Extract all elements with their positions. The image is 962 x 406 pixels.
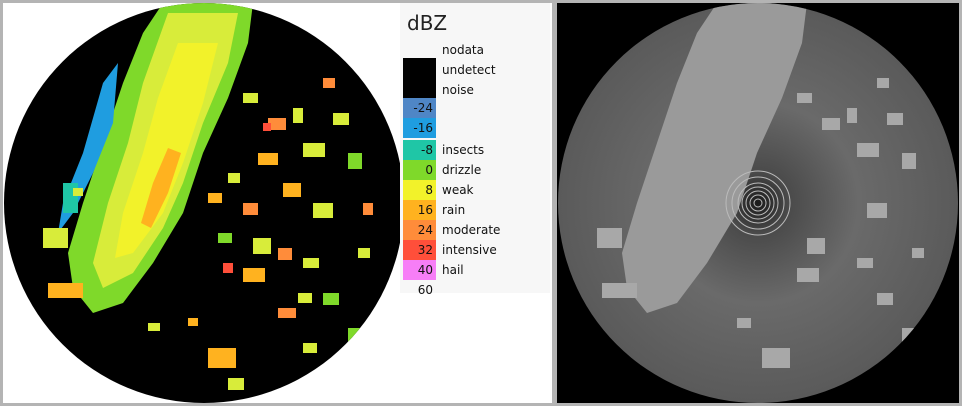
grayscale-panel	[557, 3, 959, 403]
legend-label-intensive: intensive	[442, 243, 497, 257]
legend-label-drizzle: drizzle	[442, 163, 482, 177]
echo-band-core	[115, 43, 218, 258]
legend-label-noise: noise	[442, 83, 474, 97]
gray-echoes	[597, 3, 924, 368]
legend-label-undetect: undetect	[442, 63, 496, 77]
precipitation-echoes	[43, 3, 373, 390]
echo-cell	[63, 183, 78, 213]
legend-label-moderate: moderate	[442, 223, 501, 237]
legend-label-rain: rain	[442, 203, 466, 217]
gray-band	[622, 3, 807, 313]
legend-swatch-noise	[403, 78, 436, 98]
legend-label-nodata: nodata	[442, 43, 484, 57]
echo-cell	[48, 283, 83, 298]
legend-swatch-40: 40	[403, 260, 436, 280]
grayscale-ppi-svg	[558, 3, 958, 403]
legend-swatch-32: 32	[403, 240, 436, 260]
gray-scattered-echoes	[597, 78, 924, 368]
scattered-echoes	[73, 78, 373, 390]
legend-title: dBZ	[407, 11, 448, 35]
legend-swatch-60: 60	[417, 283, 433, 297]
legend-label-weak: weak	[442, 183, 474, 197]
legend-swatch-undetect	[403, 58, 436, 78]
reflectivity-panel: dBZ nodata undetect noise -24 -16 -8 ins…	[3, 3, 552, 403]
legend-label-hail: hail	[442, 263, 464, 277]
legend-swatch-16: 16	[403, 200, 436, 220]
dbz-legend: dBZ nodata undetect noise -24 -16 -8 ins…	[400, 3, 550, 297]
echo-band-rain	[141, 148, 181, 228]
legend-swatch-minus16: -16	[403, 118, 436, 138]
echo-cell	[43, 228, 68, 248]
reflectivity-ppi-svg	[4, 3, 404, 403]
center-rings	[725, 170, 791, 236]
legend-label-insects: insects	[442, 143, 485, 157]
legend-swatch-minus8: -8	[403, 140, 436, 160]
legend-swatch-8: 8	[403, 180, 436, 200]
legend-swatch-24: 24	[403, 220, 436, 240]
legend-swatch-minus24: -24	[403, 98, 436, 118]
legend-swatch-0: 0	[403, 160, 436, 180]
